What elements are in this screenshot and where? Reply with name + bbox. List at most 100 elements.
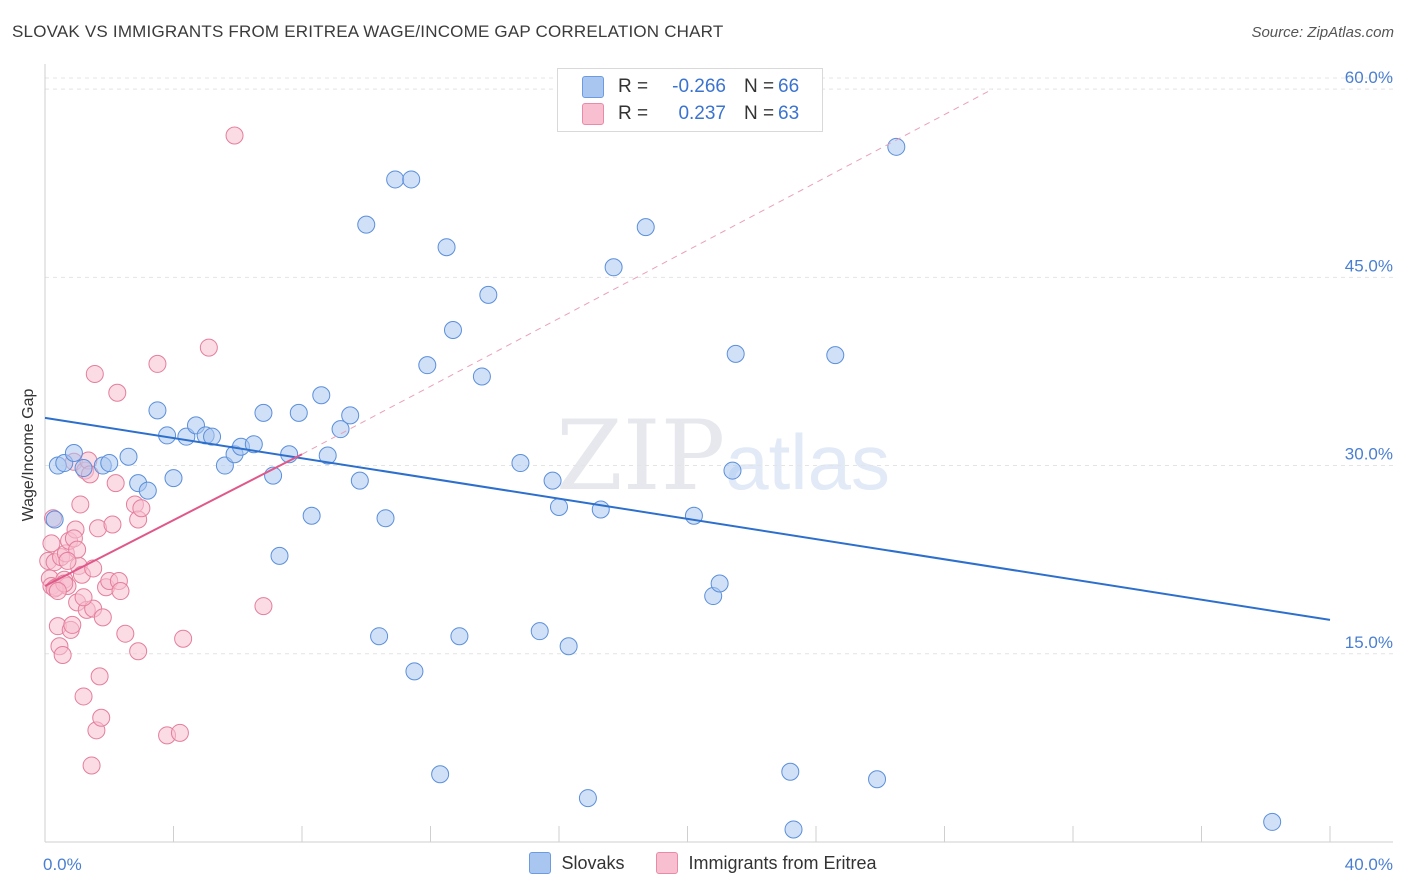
- axes: [44, 64, 1393, 843]
- point-slovaks: [100, 454, 119, 473]
- point-slovaks: [437, 238, 456, 257]
- series-legend: Slovaks Immigrants from Eritrea: [0, 852, 1406, 874]
- point-slovaks: [450, 627, 469, 646]
- point-slovaks: [331, 420, 350, 439]
- point-slovaks: [418, 356, 437, 375]
- legend-item-eritrea[interactable]: Immigrants from Eritrea: [656, 852, 877, 874]
- point-eritrea: [170, 723, 189, 742]
- point-eritrea: [74, 588, 93, 607]
- legend-row-slovaks: R = -0.266 N = 66: [582, 75, 799, 99]
- point-slovaks: [386, 170, 405, 189]
- point-slovaks: [710, 574, 729, 593]
- point-eritrea: [85, 364, 104, 383]
- point-slovaks: [119, 447, 138, 466]
- point-slovaks: [148, 401, 167, 420]
- point-slovaks: [781, 762, 800, 781]
- point-slovaks: [254, 403, 273, 422]
- y-axis-title: Wage/Income Gap: [20, 389, 37, 522]
- point-eritrea: [48, 582, 67, 601]
- point-eritrea: [42, 534, 61, 553]
- legend-row-eritrea: R = 0.237 N = 63: [582, 102, 799, 126]
- point-slovaks: [826, 346, 845, 365]
- point-eritrea: [82, 756, 101, 775]
- point-eritrea: [225, 126, 244, 145]
- point-slovaks: [1263, 812, 1282, 831]
- point-slovaks: [559, 637, 578, 656]
- point-slovaks: [203, 427, 222, 446]
- chart-title: SLOVAK VS IMMIGRANTS FROM ERITREA WAGE/I…: [12, 22, 724, 41]
- y-tick-label: 15.0%: [1345, 633, 1393, 652]
- legend-n-value: 63: [778, 103, 800, 124]
- point-slovaks: [244, 435, 263, 454]
- point-slovaks: [402, 170, 421, 189]
- point-eritrea: [148, 354, 167, 373]
- point-eritrea: [58, 551, 77, 570]
- watermark-zip: ZIP: [556, 400, 726, 512]
- point-slovaks: [479, 285, 498, 304]
- y-tick-label: 45.0%: [1345, 256, 1393, 275]
- trend-line-eritrea-extended: [301, 88, 993, 455]
- point-slovaks: [784, 820, 803, 839]
- point-slovaks: [636, 218, 655, 237]
- gridlines: [45, 77, 1393, 655]
- point-slovaks: [604, 258, 623, 277]
- point-eritrea: [84, 559, 103, 578]
- point-eritrea: [254, 597, 273, 616]
- point-slovaks: [341, 406, 360, 425]
- legend-r-label: R =: [618, 76, 649, 97]
- trend-line-slovaks: [44, 416, 1331, 621]
- point-slovaks: [868, 770, 887, 789]
- point-eritrea: [71, 495, 90, 514]
- legend-n-label: N =: [744, 76, 775, 97]
- source-credit: Source: ZipAtlas.com: [1251, 24, 1394, 41]
- point-eritrea: [74, 687, 93, 706]
- axis-labels: 15.0% 30.0% 45.0% 60.0% 0.0% 40.0% Wage/Income…: [20, 68, 1393, 874]
- point-eritrea: [174, 629, 193, 648]
- legend-swatch-eritrea: [582, 103, 604, 125]
- point-slovaks: [370, 627, 389, 646]
- y-tick-label: 30.0%: [1345, 445, 1393, 464]
- point-eritrea: [92, 708, 111, 727]
- trend-lines: [44, 88, 1331, 621]
- point-eritrea: [199, 338, 218, 357]
- point-slovaks: [289, 403, 308, 422]
- point-eritrea: [108, 383, 127, 402]
- point-eritrea: [63, 615, 82, 634]
- point-slovaks: [578, 789, 597, 808]
- point-slovaks: [302, 506, 321, 525]
- point-eritrea: [103, 515, 122, 534]
- point-slovaks: [443, 321, 462, 340]
- legend-r-label: R =: [618, 103, 649, 124]
- point-slovaks: [726, 344, 745, 363]
- point-slovaks: [74, 459, 93, 478]
- point-slovaks: [887, 137, 906, 156]
- legend-label-eritrea: Immigrants from Eritrea: [688, 852, 877, 873]
- point-slovaks: [270, 546, 289, 565]
- watermark: ZIPatlas: [556, 400, 890, 512]
- point-slovaks: [431, 765, 450, 784]
- point-eritrea: [132, 499, 151, 518]
- point-slovaks: [472, 367, 491, 386]
- point-slovaks: [64, 444, 83, 462]
- point-slovaks: [723, 461, 742, 480]
- legend-r-value: 0.237: [678, 103, 726, 124]
- x-tick-label-max: 40.0%: [1345, 855, 1393, 874]
- point-slovaks: [511, 454, 530, 473]
- point-slovaks: [376, 509, 395, 528]
- legend-label-slovaks: Slovaks: [561, 852, 625, 873]
- point-slovaks: [164, 469, 183, 488]
- point-slovaks: [405, 662, 424, 681]
- point-eritrea: [129, 642, 148, 661]
- legend-swatch-eritrea: [656, 852, 679, 874]
- point-eritrea: [106, 474, 125, 493]
- legend-r-value: -0.266: [672, 76, 726, 97]
- point-slovaks: [312, 386, 331, 405]
- point-slovaks: [45, 510, 64, 529]
- point-slovaks: [350, 471, 369, 490]
- legend-n-value: 66: [778, 76, 800, 97]
- point-eritrea: [116, 624, 135, 643]
- watermark-atlas: atlas: [725, 418, 890, 506]
- legend-item-slovaks[interactable]: Slovaks: [529, 852, 624, 874]
- point-slovaks: [543, 471, 562, 490]
